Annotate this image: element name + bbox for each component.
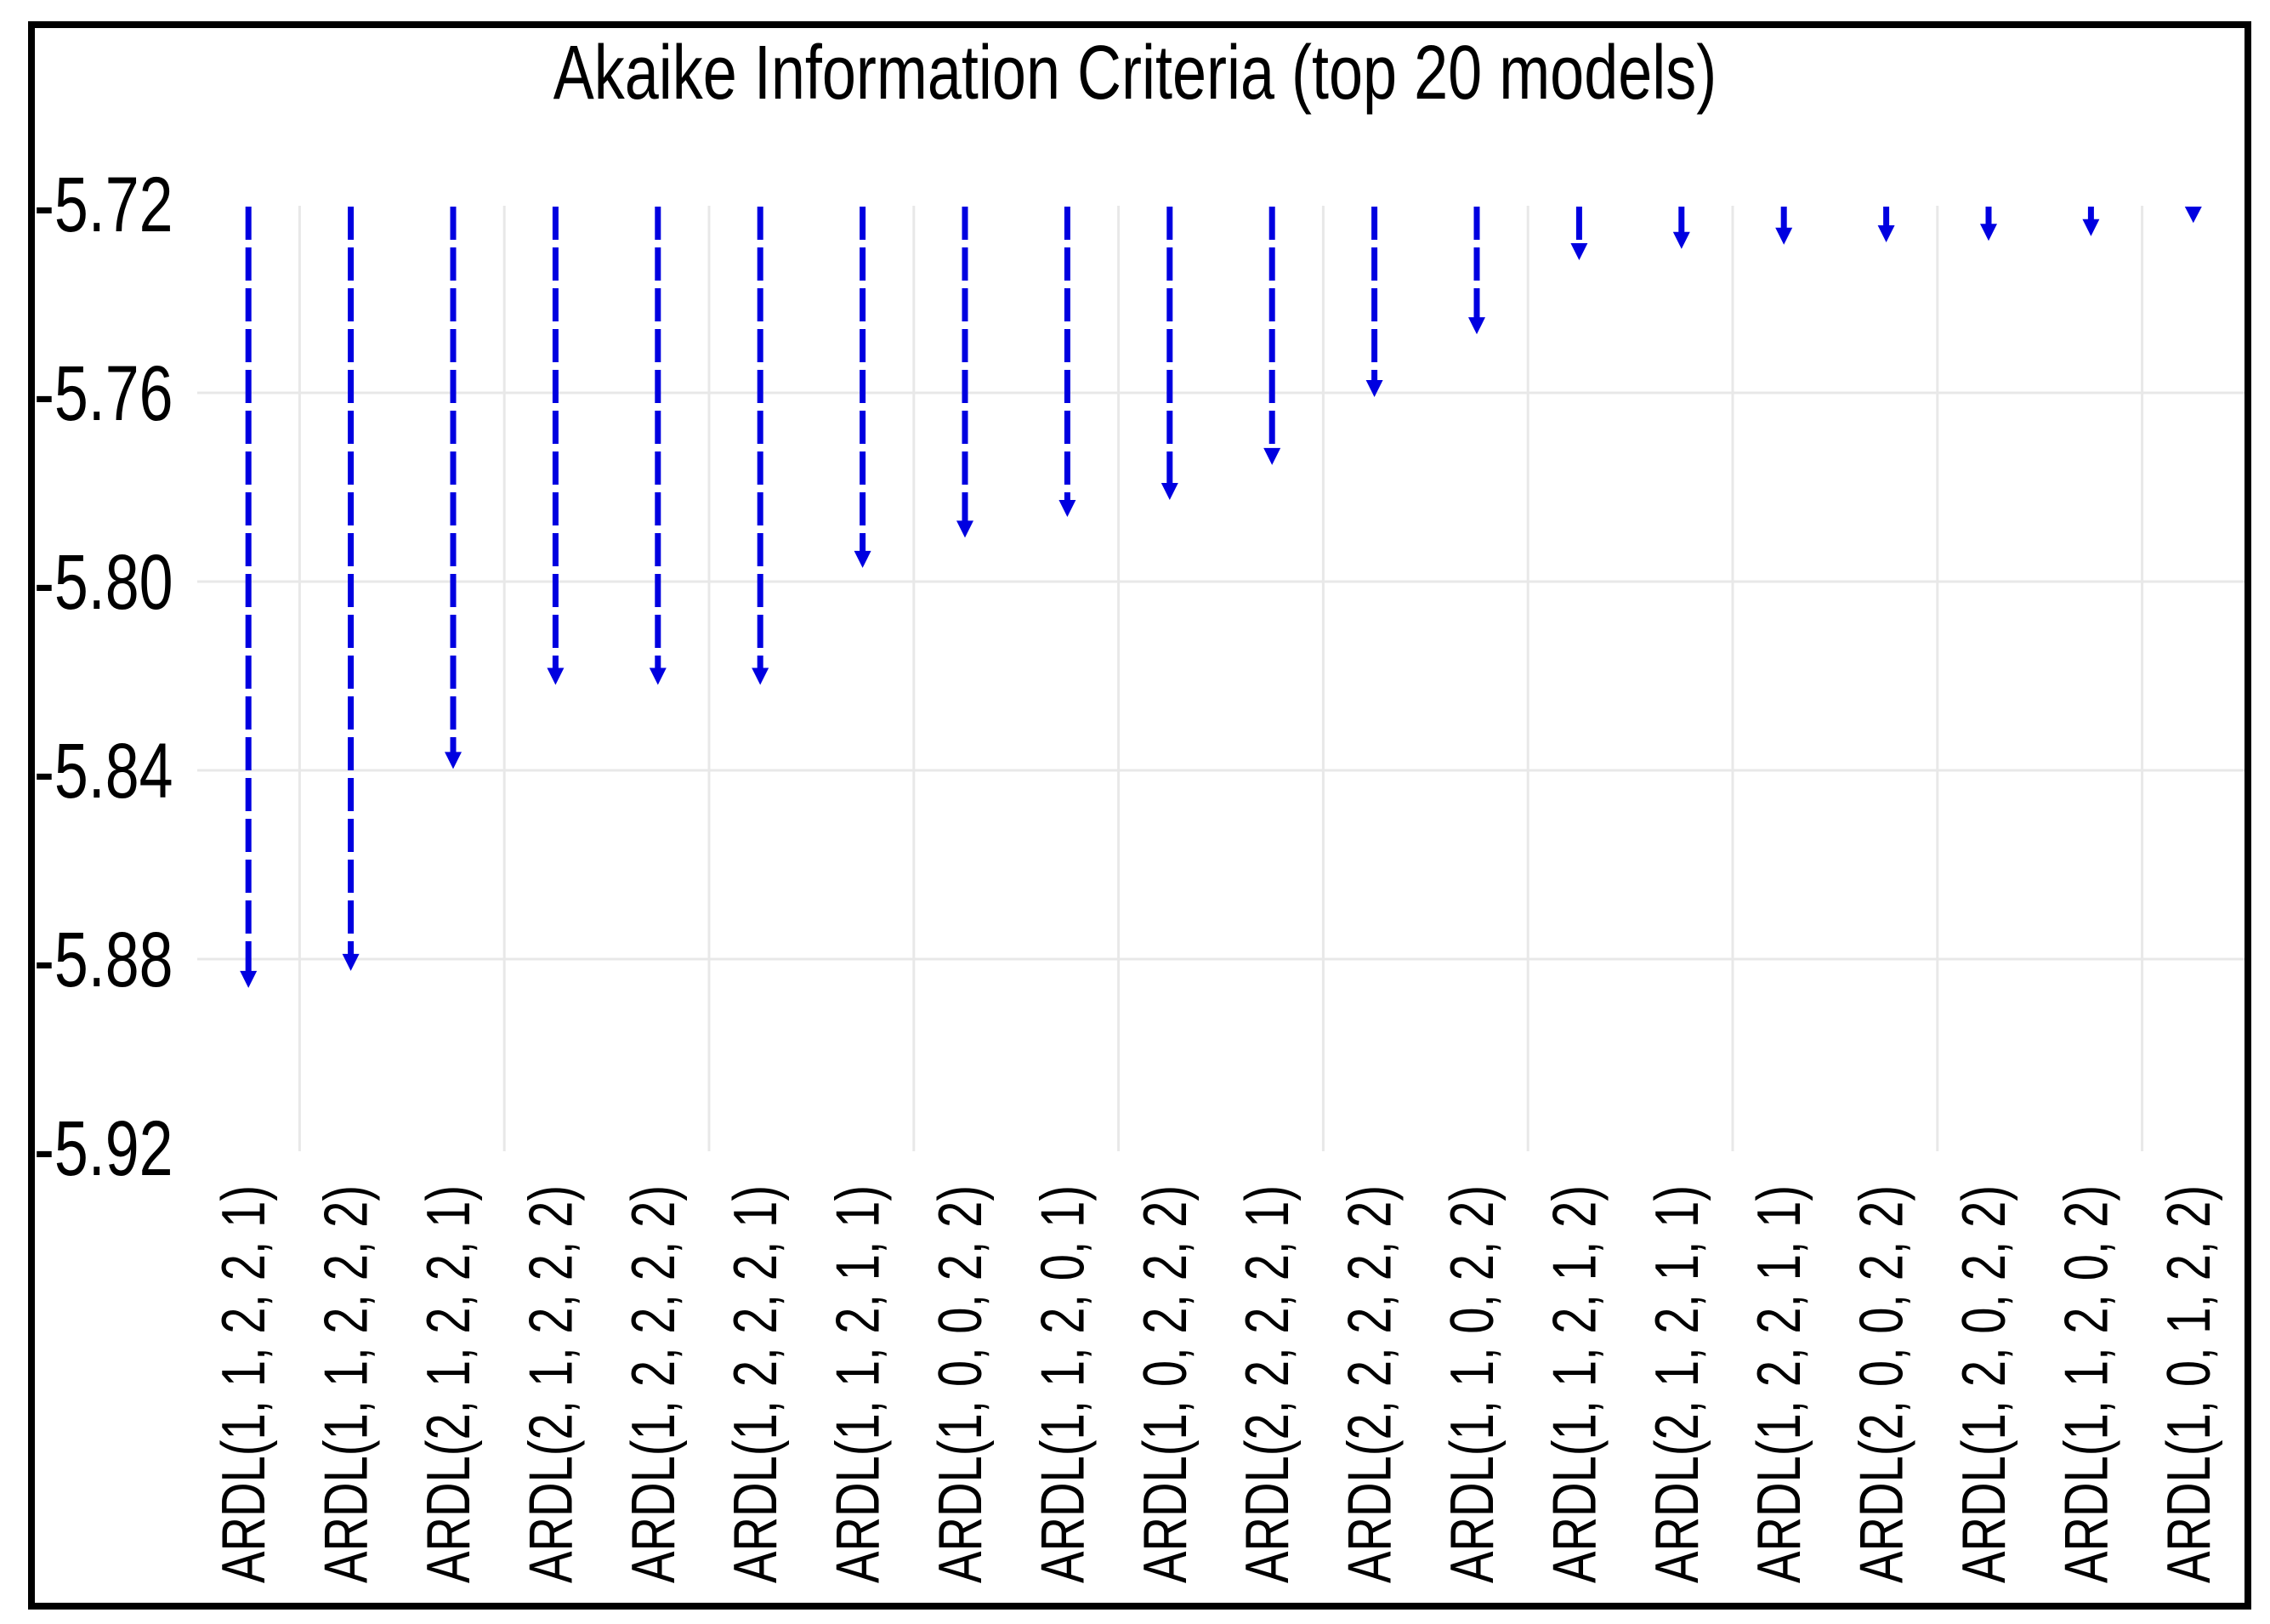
aic-arrow-head — [1161, 482, 1178, 500]
y-tick-label: -5.88 — [34, 916, 173, 1003]
model-arrow — [1468, 207, 1485, 335]
x-axis-label: ARDL(1, 1, 0, 2, 2) — [1438, 1185, 1506, 1583]
model-arrow — [445, 207, 462, 769]
model-arrow — [649, 207, 667, 685]
y-tick-label: -5.84 — [34, 727, 173, 815]
model-arrow — [1877, 207, 1895, 242]
chart-title: Akaike Information Criteria (top 20 mode… — [553, 31, 1717, 116]
y-tick-label: -5.76 — [34, 349, 173, 437]
aic-arrow-head — [2184, 207, 2202, 224]
x-axis-label: ARDL(1, 1, 2, 0, 2) — [2052, 1185, 2120, 1583]
x-axis-label: ARDL(1, 2, 0, 2, 2) — [1949, 1185, 2017, 1583]
x-axis-label: ARDL(1, 2, 2, 2, 1) — [722, 1185, 790, 1583]
model-arrow — [2082, 207, 2100, 236]
aic-arrow-head — [342, 953, 360, 971]
x-axis-label: ARDL(1, 0, 2, 2, 2) — [1131, 1185, 1199, 1583]
aic-arrow-head — [1570, 243, 1588, 261]
x-axis-label: ARDL(1, 1, 2, 0, 1) — [1029, 1185, 1097, 1583]
aic-arrow-head — [240, 970, 258, 988]
model-arrow — [752, 207, 769, 685]
aic-arrow-head — [1058, 499, 1076, 517]
x-axis-label: ARDL(1, 2, 2, 2, 2) — [619, 1185, 687, 1583]
model-arrow — [956, 207, 973, 538]
x-axis-label: ARDL(1, 1, 2, 1, 1) — [824, 1185, 892, 1583]
aic-arrow-head — [649, 667, 667, 685]
model-arrow — [1570, 207, 1588, 261]
model-arrow — [1365, 207, 1383, 397]
x-axis-label: ARDL(2, 1, 2, 2, 2) — [517, 1185, 585, 1583]
y-tick-label: -5.80 — [34, 538, 173, 626]
aic-arrow-head — [956, 520, 973, 538]
x-axis-label: ARDL(1, 1, 2, 2, 2) — [312, 1185, 380, 1583]
y-tick-label: -5.72 — [34, 161, 173, 248]
y-tick-label: -5.92 — [34, 1104, 173, 1192]
chart-frame — [28, 21, 2251, 1610]
model-arrow — [1775, 207, 1793, 245]
aic-arrow-head — [1263, 447, 1281, 465]
model-arrow — [854, 207, 871, 568]
aic-arrow-head — [1468, 317, 1485, 335]
x-axis-label: ARDL(2, 1, 2, 1, 1) — [1643, 1185, 1711, 1583]
aic-arrow-head — [1365, 379, 1383, 397]
x-axis-label: ARDL(2, 1, 2, 2, 1) — [414, 1185, 482, 1583]
x-axis-label: ARDL(2, 0, 0, 2, 2) — [1847, 1185, 1915, 1583]
aic-arrow-head — [547, 667, 565, 685]
aic-arrow-head — [1775, 227, 1793, 245]
model-arrow — [1058, 207, 1076, 517]
model-arrow — [2184, 207, 2202, 224]
model-arrow — [342, 207, 360, 971]
x-axis-label: ARDL(1, 0, 1, 2, 2) — [2154, 1185, 2222, 1583]
aic-arrow-head — [1980, 224, 1997, 241]
x-axis-label: ARDL(2, 2, 2, 2, 2) — [1336, 1185, 1404, 1583]
x-axis-label: ARDL(2, 2, 2, 2, 1) — [1234, 1185, 1302, 1583]
aic-arrow-head — [1877, 224, 1895, 242]
model-arrow — [1980, 207, 1997, 241]
aic-arrow-head — [854, 550, 871, 568]
x-axis-label: ARDL(1, 1, 2, 1, 2) — [1541, 1185, 1609, 1583]
x-axis-label: ARDL(1, 2, 2, 1, 1) — [1745, 1185, 1813, 1583]
aic-arrow-head — [445, 752, 462, 769]
aic-arrow-head — [752, 667, 769, 685]
x-axis-label: ARDL(1, 1, 2, 2, 1) — [210, 1185, 278, 1583]
aic-arrow-head — [1672, 231, 1690, 249]
aic-arrow-head — [2082, 219, 2100, 236]
model-arrow — [1672, 207, 1690, 249]
model-arrow — [547, 207, 565, 685]
model-arrow — [240, 207, 258, 988]
model-arrow — [1161, 207, 1178, 500]
model-arrow — [1263, 207, 1281, 465]
x-axis-label: ARDL(1, 0, 0, 2, 2) — [926, 1185, 994, 1583]
